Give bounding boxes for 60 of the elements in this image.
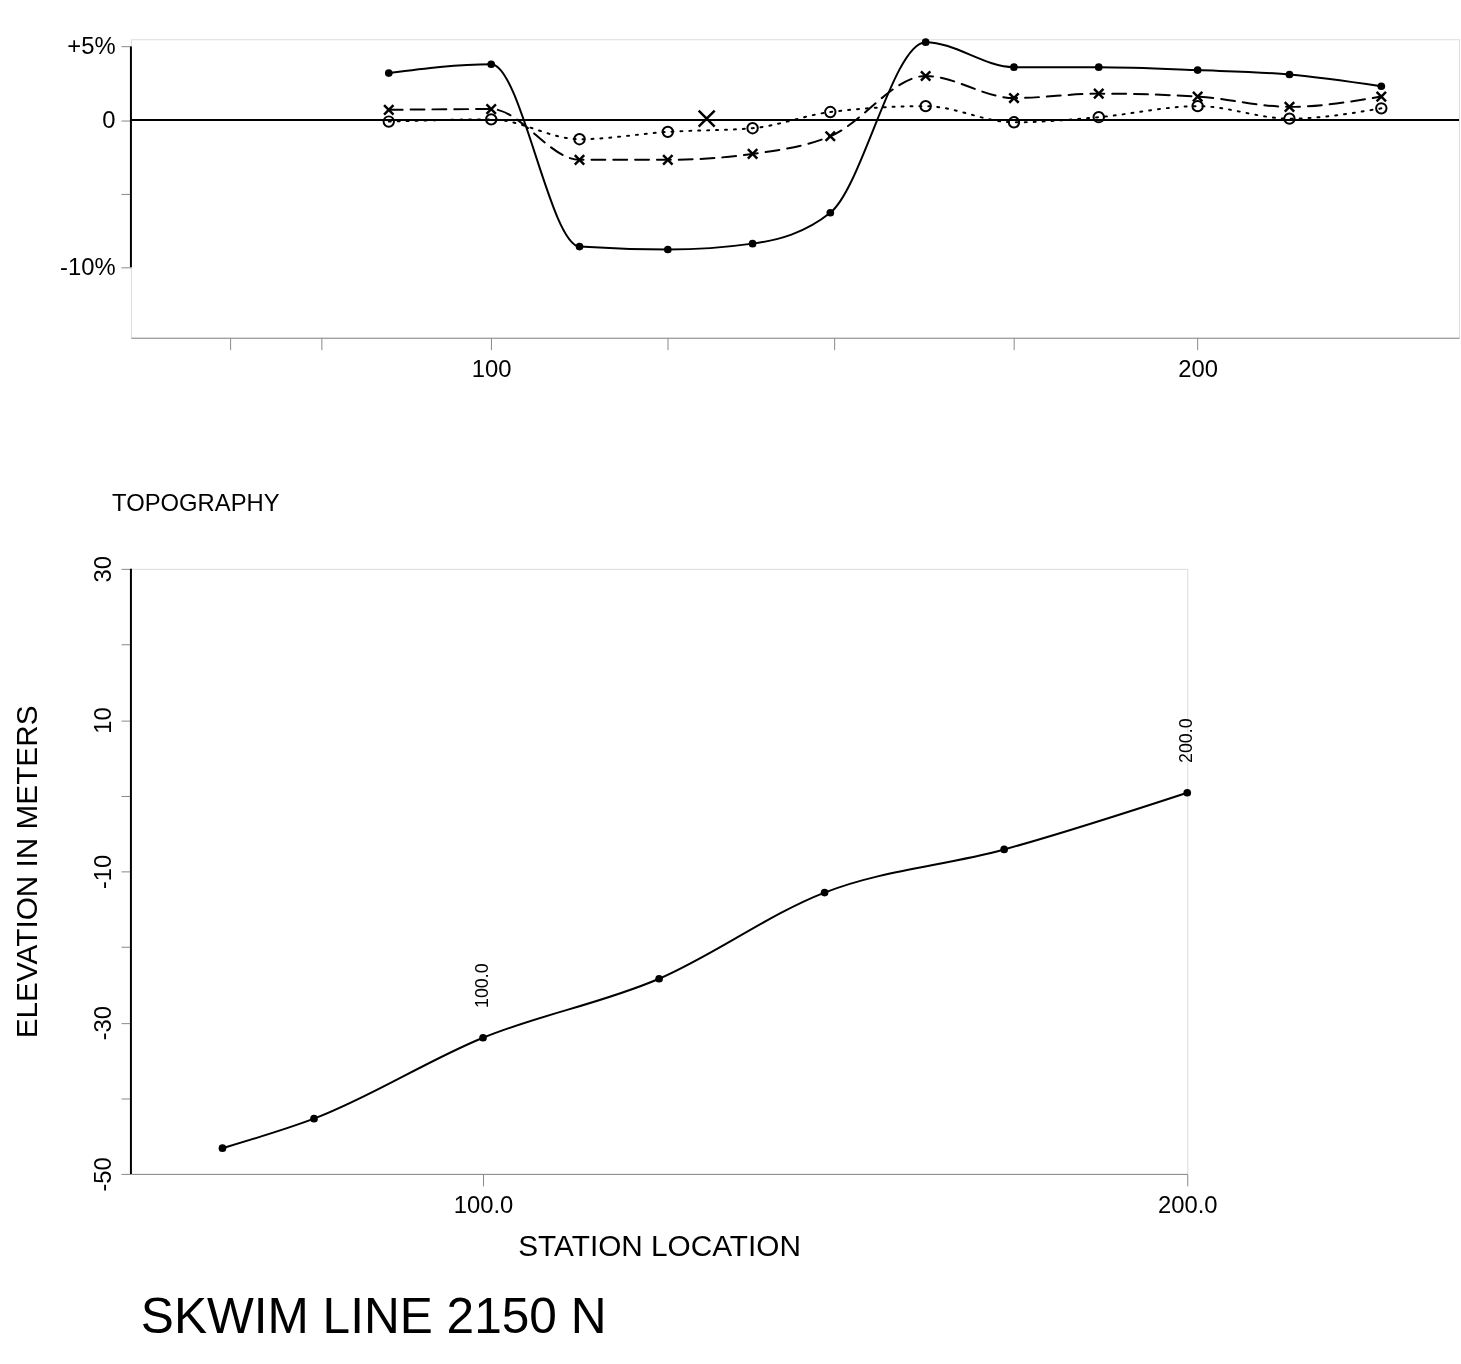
point (1008, 92, 1020, 104)
point (748, 239, 757, 248)
point (382, 103, 395, 116)
y-tick-label: -10% (59, 252, 116, 280)
point (921, 38, 930, 46)
y-tick-label: 10 (88, 707, 116, 734)
point (919, 70, 932, 82)
point (824, 105, 837, 119)
point (919, 99, 932, 113)
text: SKWIM LINE 2150 N (140, 1287, 607, 1344)
annotation: 200.0 (1176, 718, 1197, 763)
point (661, 125, 674, 139)
point (1191, 90, 1204, 103)
point (1375, 90, 1388, 103)
y-tick-label: -10 (88, 854, 116, 890)
point (1092, 110, 1105, 124)
point (1377, 82, 1386, 91)
point (697, 109, 716, 128)
point (575, 242, 584, 251)
point (485, 103, 498, 116)
point (573, 133, 586, 146)
point (820, 888, 829, 897)
point (655, 974, 663, 983)
point (1283, 112, 1296, 125)
point (824, 130, 837, 143)
y-tick-label: +5% (67, 32, 116, 60)
point (1191, 99, 1204, 113)
point (1285, 70, 1294, 79)
y-tick-label: -50 (88, 1157, 116, 1192)
y-tick-label: -30 (88, 1005, 116, 1041)
chart-title: TOPOGRAPHY (112, 489, 280, 516)
x-tick-label: 100 (471, 354, 512, 382)
point (746, 147, 759, 160)
point (1007, 116, 1021, 129)
x-axis-title: STATION LOCATION (518, 1228, 801, 1262)
point (485, 113, 498, 126)
point (384, 69, 393, 77)
point (573, 153, 586, 166)
point (1010, 63, 1018, 71)
point (1092, 87, 1105, 100)
annotation: 100.0 (471, 963, 492, 1009)
point (746, 122, 759, 135)
y-tick-label: 0 (102, 105, 116, 133)
point (1000, 845, 1008, 854)
point (826, 208, 835, 217)
point (1375, 102, 1388, 115)
point (1193, 66, 1202, 74)
point (310, 1114, 318, 1123)
point (1283, 100, 1296, 113)
y-axis-title: ELEVATION IN METERS (10, 705, 44, 1039)
point (487, 60, 496, 69)
point (663, 245, 672, 254)
point (382, 115, 395, 128)
y-tick-label: 30 (88, 556, 116, 583)
point (479, 1033, 487, 1042)
point (1183, 788, 1192, 797)
point (1094, 63, 1103, 71)
point (218, 1144, 227, 1153)
x-tick-label: 200 (1178, 354, 1218, 382)
point (661, 153, 674, 166)
